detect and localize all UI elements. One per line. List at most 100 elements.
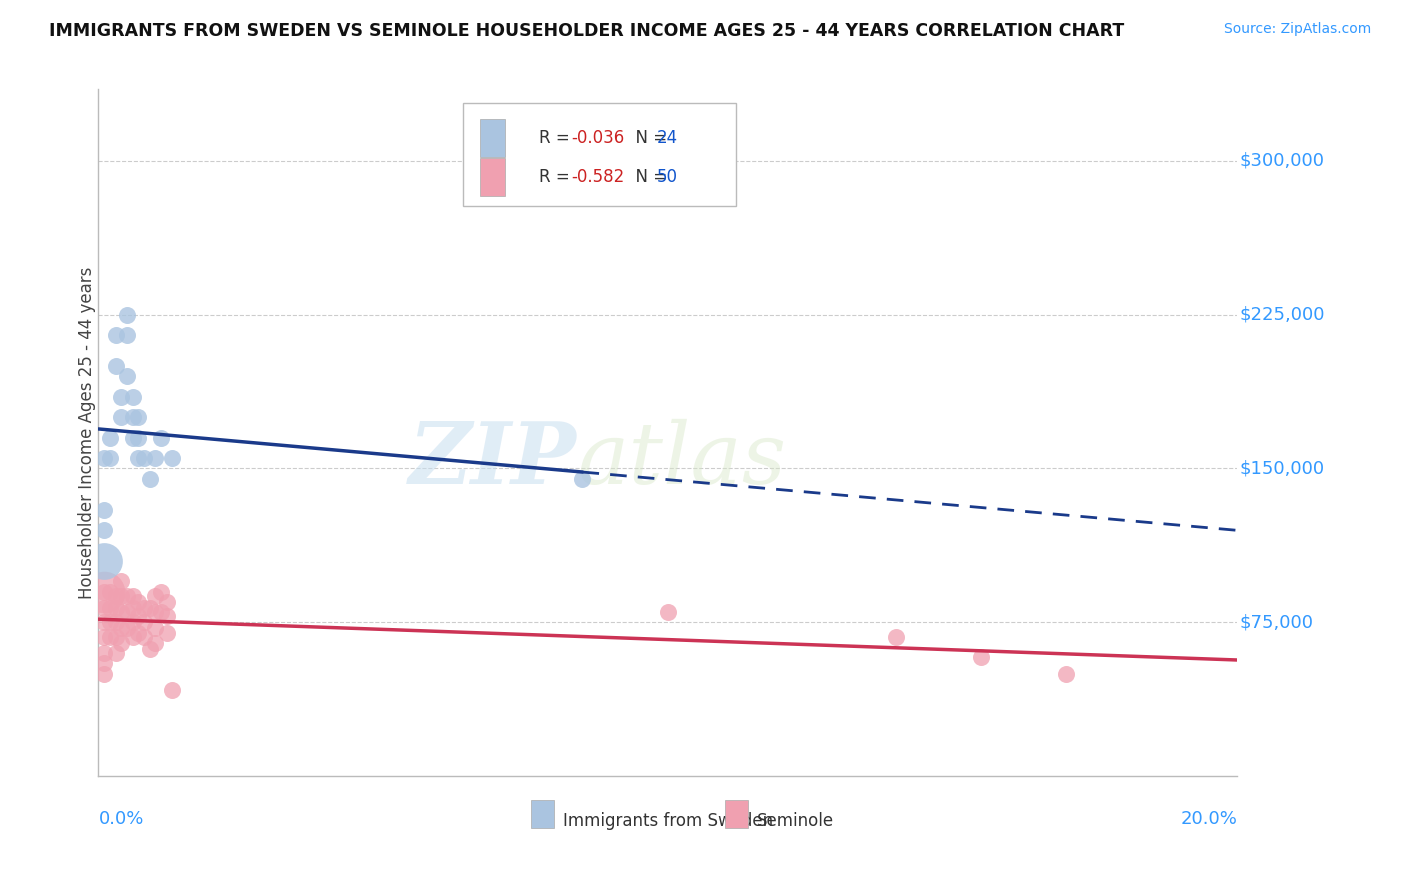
Point xyxy=(104,601,127,615)
Text: atlas: atlas xyxy=(576,418,786,501)
Text: ZIP: ZIP xyxy=(409,418,576,502)
Point xyxy=(110,589,132,603)
Point xyxy=(145,451,167,466)
Point xyxy=(93,451,115,466)
Text: R =: R = xyxy=(538,129,575,147)
Text: 50: 50 xyxy=(657,168,678,186)
Point xyxy=(121,601,143,615)
Point xyxy=(115,605,138,619)
Point xyxy=(115,369,138,384)
Text: $150,000: $150,000 xyxy=(1240,459,1324,477)
Text: 0.0%: 0.0% xyxy=(98,810,143,829)
Point xyxy=(98,601,121,615)
Point xyxy=(104,646,127,660)
Point xyxy=(145,589,167,603)
FancyBboxPatch shape xyxy=(463,103,737,206)
Point xyxy=(115,308,138,322)
Point xyxy=(1056,666,1078,681)
Point xyxy=(104,615,127,630)
Point xyxy=(970,650,993,665)
Point xyxy=(104,328,127,343)
Text: R =: R = xyxy=(538,168,575,186)
Point xyxy=(127,609,149,624)
Point xyxy=(145,636,167,650)
Point xyxy=(93,584,115,599)
Point xyxy=(115,328,138,343)
Point xyxy=(138,641,160,656)
Point xyxy=(884,630,907,644)
Point xyxy=(98,431,121,445)
Point xyxy=(121,390,143,404)
Point xyxy=(93,554,115,568)
Point xyxy=(93,601,115,615)
Point xyxy=(104,589,127,603)
Point xyxy=(115,622,138,636)
Point xyxy=(162,682,184,697)
Point xyxy=(571,472,593,486)
Point xyxy=(127,410,149,425)
Point xyxy=(115,589,138,603)
Point xyxy=(138,472,160,486)
Point xyxy=(93,502,115,516)
Point xyxy=(93,657,115,671)
FancyBboxPatch shape xyxy=(531,800,554,828)
Point xyxy=(145,605,167,619)
Point xyxy=(98,630,121,644)
Point xyxy=(110,622,132,636)
Point xyxy=(121,615,143,630)
Point xyxy=(156,609,179,624)
Point xyxy=(132,630,155,644)
Point xyxy=(150,605,173,619)
Point xyxy=(104,359,127,373)
Point xyxy=(127,625,149,640)
Point xyxy=(98,615,121,630)
Point xyxy=(110,390,132,404)
Point xyxy=(98,451,121,466)
Point xyxy=(127,431,149,445)
Text: Seminole: Seminole xyxy=(756,812,834,830)
Point xyxy=(93,615,115,630)
Point xyxy=(150,431,173,445)
Point xyxy=(127,595,149,609)
Text: -0.036: -0.036 xyxy=(571,129,624,147)
Point xyxy=(145,622,167,636)
Point xyxy=(93,523,115,537)
Text: IMMIGRANTS FROM SWEDEN VS SEMINOLE HOUSEHOLDER INCOME AGES 25 - 44 YEARS CORRELA: IMMIGRANTS FROM SWEDEN VS SEMINOLE HOUSE… xyxy=(49,22,1125,40)
Point xyxy=(93,630,115,644)
Text: N =: N = xyxy=(624,129,672,147)
Text: N =: N = xyxy=(624,168,672,186)
Point xyxy=(98,584,121,599)
Point xyxy=(150,584,173,599)
Point xyxy=(132,451,155,466)
Point xyxy=(132,601,155,615)
Point xyxy=(138,601,160,615)
Point xyxy=(110,574,132,589)
Text: -0.582: -0.582 xyxy=(571,168,624,186)
Point xyxy=(162,451,184,466)
FancyBboxPatch shape xyxy=(479,120,505,157)
Point xyxy=(104,630,127,644)
Point xyxy=(156,625,179,640)
Point xyxy=(657,605,679,619)
Point xyxy=(121,410,143,425)
Point xyxy=(110,605,132,619)
FancyBboxPatch shape xyxy=(479,158,505,195)
Text: 20.0%: 20.0% xyxy=(1181,810,1237,829)
Text: 24: 24 xyxy=(657,129,678,147)
Point xyxy=(93,666,115,681)
Point xyxy=(127,451,149,466)
Point xyxy=(132,615,155,630)
Point xyxy=(121,630,143,644)
Text: $75,000: $75,000 xyxy=(1240,614,1313,632)
Point xyxy=(121,589,143,603)
Text: Source: ZipAtlas.com: Source: ZipAtlas.com xyxy=(1223,22,1371,37)
FancyBboxPatch shape xyxy=(725,800,748,828)
Text: $300,000: $300,000 xyxy=(1240,152,1324,170)
Point xyxy=(110,410,132,425)
Point xyxy=(93,584,115,599)
Point xyxy=(156,595,179,609)
Y-axis label: Householder Income Ages 25 - 44 years: Householder Income Ages 25 - 44 years xyxy=(79,267,96,599)
Text: Immigrants from Sweden: Immigrants from Sweden xyxy=(562,812,773,830)
Text: $225,000: $225,000 xyxy=(1240,306,1324,324)
Point xyxy=(121,431,143,445)
